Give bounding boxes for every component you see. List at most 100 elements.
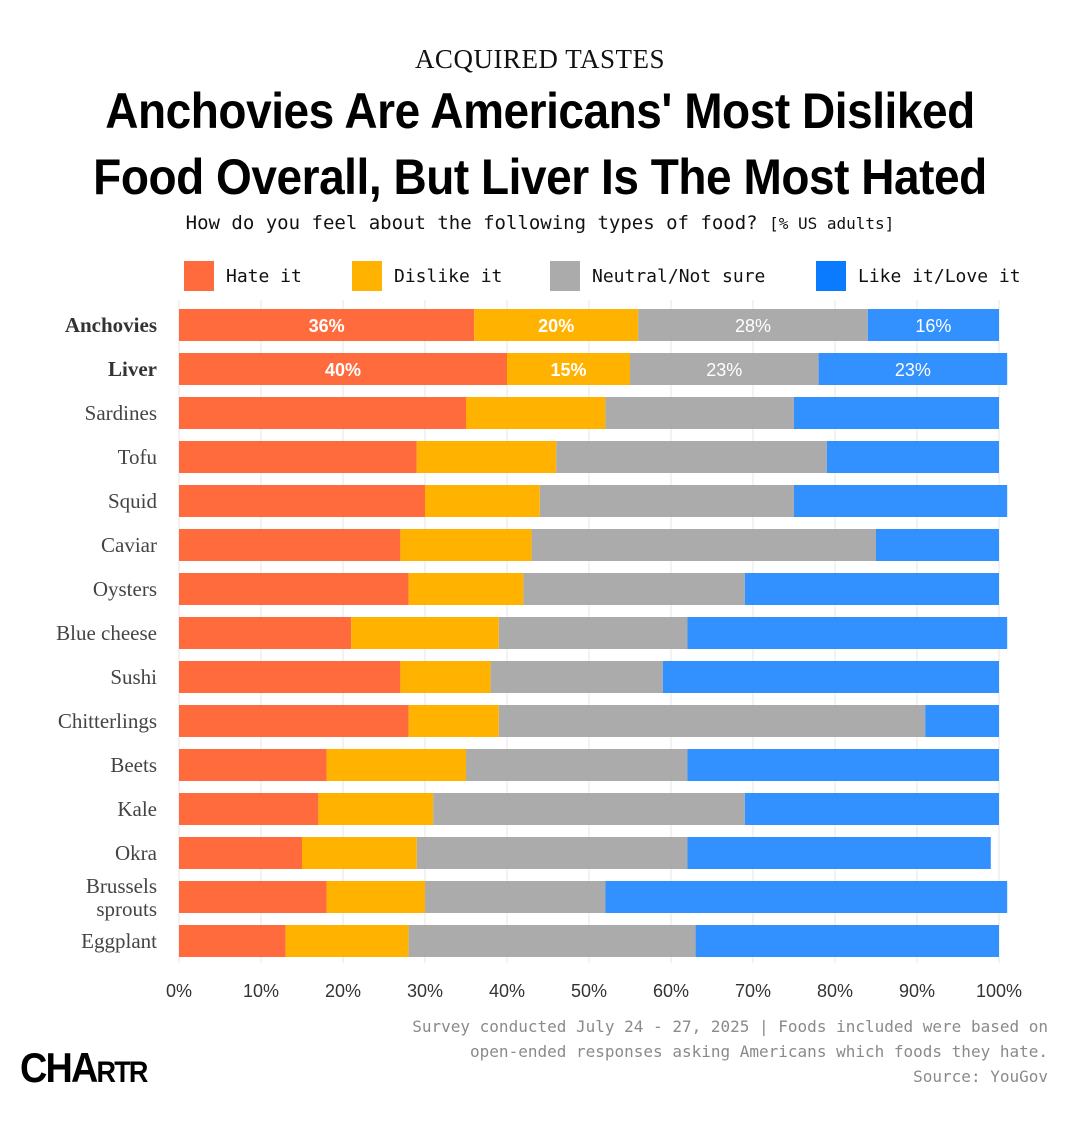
legend-item-like: Like it/Love it: [816, 260, 1021, 292]
category-label: Chitterlings: [58, 709, 157, 733]
category-label: Sushi: [110, 665, 157, 689]
bar-segment: [695, 925, 999, 957]
bar-segment: [662, 661, 999, 693]
data-label: 28%: [735, 316, 771, 336]
bar-segment: [433, 793, 745, 825]
bar-segment: [179, 485, 425, 517]
bar-segment: [507, 353, 630, 385]
bar-segment: [179, 793, 319, 825]
bar-segment: [605, 397, 794, 429]
bar-segment: [416, 837, 688, 869]
legend-swatch-neutral: [550, 261, 580, 291]
x-tick-label: 20%: [325, 981, 361, 1001]
bar-segment: [744, 793, 999, 825]
bar-segment: [400, 661, 491, 693]
chart-subtitle-question: How do you feel about the following type…: [185, 212, 758, 234]
x-tick-label: 80%: [817, 981, 853, 1001]
category-label: Liver: [108, 357, 157, 381]
x-tick-label: 50%: [571, 981, 607, 1001]
bar-segment: [285, 925, 409, 957]
category-label: Kale: [117, 797, 157, 821]
bar-segment: [400, 529, 532, 561]
bar-segment: [826, 441, 999, 473]
bar-segment: [794, 397, 999, 429]
bar-segment: [539, 485, 794, 517]
brand-logo: CHARTR: [20, 1044, 148, 1092]
chart-kicker: ACQUIRED TASTES: [414, 44, 666, 74]
bar-segment: [867, 309, 999, 341]
category-label: Blue cheese: [56, 621, 157, 645]
legend-swatch-hate: [184, 261, 214, 291]
bar-segment: [523, 573, 745, 605]
bar-segment: [302, 837, 417, 869]
bar-segment: [556, 441, 827, 473]
bar-segment: [179, 661, 401, 693]
data-label: 15%: [550, 360, 586, 380]
category-label: Squid: [108, 489, 158, 513]
x-tick-label: 90%: [899, 981, 935, 1001]
bar-segment: [416, 441, 557, 473]
bar-segment: [179, 353, 507, 385]
bar-segment: [498, 705, 926, 737]
bar-segment: [474, 309, 639, 341]
data-label: 40%: [325, 360, 361, 380]
footnote-source: Source: YouGov: [913, 1067, 1048, 1086]
chart-footnote: Survey conducted July 24 - 27, 2025 | Fo…: [288, 1014, 1048, 1089]
chart-legend: Hate it Dislike it Neutral/Not sure Like…: [184, 260, 1044, 292]
category-label: Sardines: [85, 401, 157, 425]
bar-segment: [408, 573, 524, 605]
stacked-bar-chart: Anchovies Liver Sardines Tofu Squid Caviar Oys…: [56, 300, 1022, 1001]
bar-segment: [490, 661, 663, 693]
chart-title-line-2: Food Overall, But Liver Is The Most Hate…: [93, 149, 987, 205]
bar-segment: [876, 529, 999, 561]
footnote-line-1: Survey conducted July 24 - 27, 2025 | Fo…: [412, 1017, 1048, 1036]
footnote-line-2: open-ended responses asking Americans wh…: [470, 1042, 1048, 1061]
category-label: Tofu: [118, 445, 158, 469]
category-label: Beets: [110, 753, 157, 777]
bar-segment: [425, 881, 606, 913]
bar-segment: [326, 749, 466, 781]
legend-swatch-like: [816, 261, 846, 291]
bar-segment: [498, 617, 688, 649]
chart-subtitle: How do you feel about the following type…: [0, 212, 1080, 234]
bar-segment: [605, 881, 1008, 913]
bar-segment: [179, 397, 466, 429]
brand-logo-large: CHA: [20, 1044, 98, 1091]
x-tick-label: 60%: [653, 981, 689, 1001]
bar-segment: [179, 573, 409, 605]
bar-segment: [179, 881, 327, 913]
bar-segment: [531, 529, 876, 561]
legend-item-dislike: Dislike it: [352, 260, 502, 292]
x-tick-label: 100%: [976, 981, 1022, 1001]
bar-segment: [925, 705, 999, 737]
bar-segment: [408, 925, 696, 957]
data-label: 16%: [915, 316, 951, 336]
data-label: 23%: [706, 360, 742, 380]
legend-item-hate: Hate it: [184, 260, 302, 292]
legend-label-like: Like it/Love it: [858, 265, 1021, 287]
bar-segment: [466, 397, 606, 429]
bar-segment: [318, 793, 434, 825]
bar-segment: [179, 705, 409, 737]
bar-segment: [179, 837, 302, 869]
bar-segment: [687, 749, 999, 781]
bar-segment: [630, 353, 819, 385]
category-label: Brussels sprouts: [86, 874, 157, 921]
bar-segment: [179, 529, 401, 561]
category-label-line: sprouts: [96, 897, 157, 921]
chart-title-line-1: Anchovies Are Americans' Most Disliked: [105, 83, 975, 139]
legend-label-hate: Hate it: [226, 265, 302, 287]
bar-segment: [818, 353, 1008, 385]
chart-subtitle-unit: [% US adults]: [769, 214, 895, 233]
bar-segment: [425, 485, 540, 517]
bar-segment: [638, 309, 868, 341]
category-label: Okra: [115, 841, 158, 865]
bar-segment: [179, 925, 286, 957]
bar-segment: [687, 617, 1008, 649]
bar-segment: [687, 837, 991, 869]
category-label: Eggplant: [81, 929, 157, 953]
bar-segment: [744, 573, 999, 605]
x-tick-label: 10%: [243, 981, 279, 1001]
legend-swatch-dislike: [352, 261, 382, 291]
x-tick-label: 70%: [735, 981, 771, 1001]
